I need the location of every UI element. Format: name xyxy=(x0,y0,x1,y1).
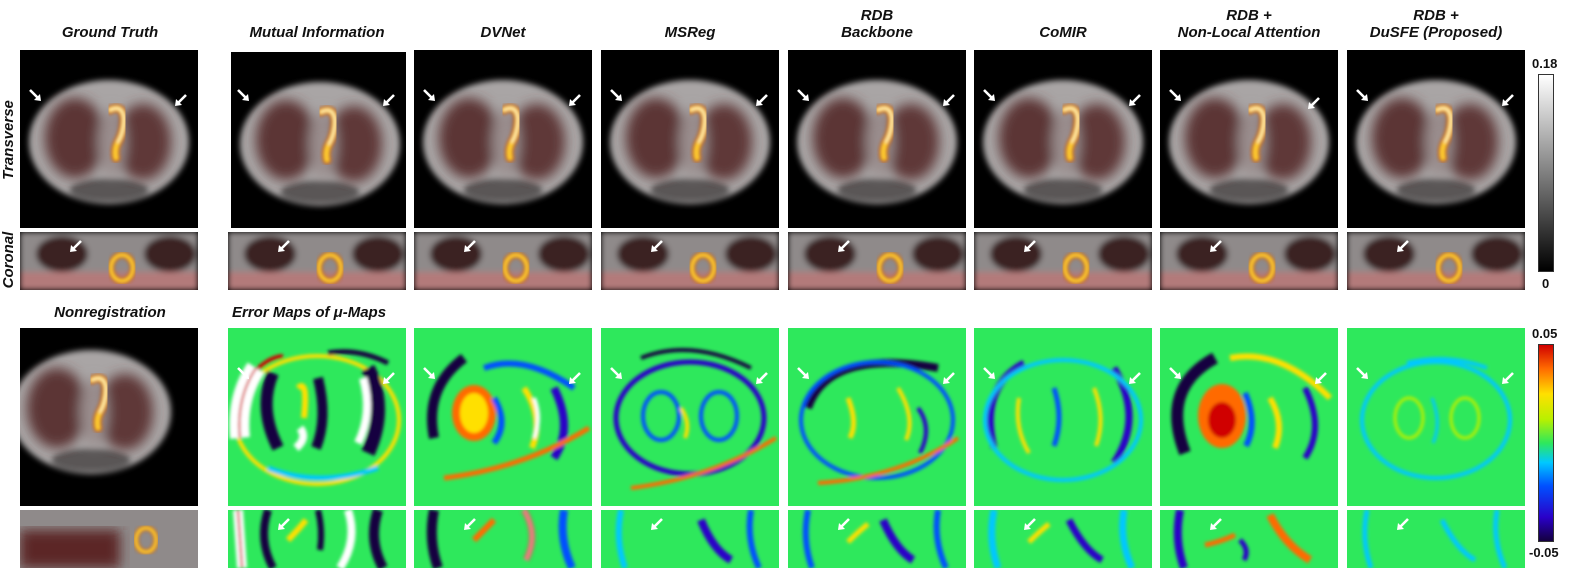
label-error-maps: Error Maps of μ-Maps xyxy=(232,304,387,321)
label-nonregistration: Nonregistration xyxy=(54,304,166,321)
nonregistration-coronal xyxy=(20,510,198,568)
colorbar-jet-max: 0.05 xyxy=(1532,326,1558,341)
nonregistration-transverse xyxy=(20,328,198,506)
error-transverse-msreg xyxy=(601,328,779,506)
colorbar-gray-max: 0.18 xyxy=(1532,56,1558,71)
error-transverse-rdb-dusfe xyxy=(1347,328,1525,506)
coronal-rdb-backbone xyxy=(788,232,966,290)
transverse-ground-truth xyxy=(20,50,198,228)
header-dvnet: DVNet xyxy=(480,24,526,41)
colorbar-jet-min: -0.05 xyxy=(1529,545,1559,560)
coronal-rdb-nla xyxy=(1160,232,1338,290)
error-transverse-comir xyxy=(974,328,1152,506)
coronal-msreg xyxy=(601,232,779,290)
coronal-mutual-information xyxy=(228,232,406,290)
row-label-transverse: Transverse xyxy=(0,100,17,180)
error-coronal-dvnet xyxy=(414,510,592,568)
transverse-msreg xyxy=(601,50,779,228)
transverse-dvnet xyxy=(414,50,592,228)
transverse-rdb-nla xyxy=(1160,50,1338,228)
transverse-comir xyxy=(974,50,1152,228)
error-coronal-msreg xyxy=(601,510,779,568)
error-coronal-rdb-dusfe xyxy=(1347,510,1525,568)
header-rdb-dusfe: RDB + DuSFE (Proposed) xyxy=(1369,7,1503,41)
colorbar-gray xyxy=(1538,74,1554,272)
transverse-rdb-backbone xyxy=(788,50,966,228)
header-rdb-backbone: RDB Backbone xyxy=(841,7,913,41)
colorbar-jet xyxy=(1538,344,1554,542)
coronal-dvnet xyxy=(414,232,592,290)
error-coronal-rdb-nla xyxy=(1160,510,1338,568)
error-coronal-rdb-backbone xyxy=(788,510,966,568)
row-label-coronal: Coronal xyxy=(0,231,17,289)
transverse-rdb-dusfe xyxy=(1347,50,1525,228)
error-transverse-dvnet xyxy=(414,328,592,506)
header-msreg: MSReg xyxy=(664,24,716,41)
error-transverse-mutual-information xyxy=(228,328,406,506)
colorbar-gray-min: 0 xyxy=(1542,276,1550,291)
error-transverse-rdb-backbone xyxy=(788,328,966,506)
transverse-mutual-information xyxy=(228,50,406,228)
header-mutual-information: Mutual Information xyxy=(249,24,385,41)
error-coronal-comir xyxy=(974,510,1152,568)
header-comir: CoMIR xyxy=(1039,24,1087,41)
error-coronal-mutual-information xyxy=(228,510,406,568)
error-transverse-rdb-nla xyxy=(1160,328,1338,506)
coronal-ground-truth xyxy=(20,232,198,290)
coronal-comir xyxy=(974,232,1152,290)
header-rdb-nla: RDB + Non-Local Attention xyxy=(1177,7,1321,41)
header-ground-truth: Ground Truth xyxy=(61,24,159,41)
coronal-rdb-dusfe xyxy=(1347,232,1525,290)
